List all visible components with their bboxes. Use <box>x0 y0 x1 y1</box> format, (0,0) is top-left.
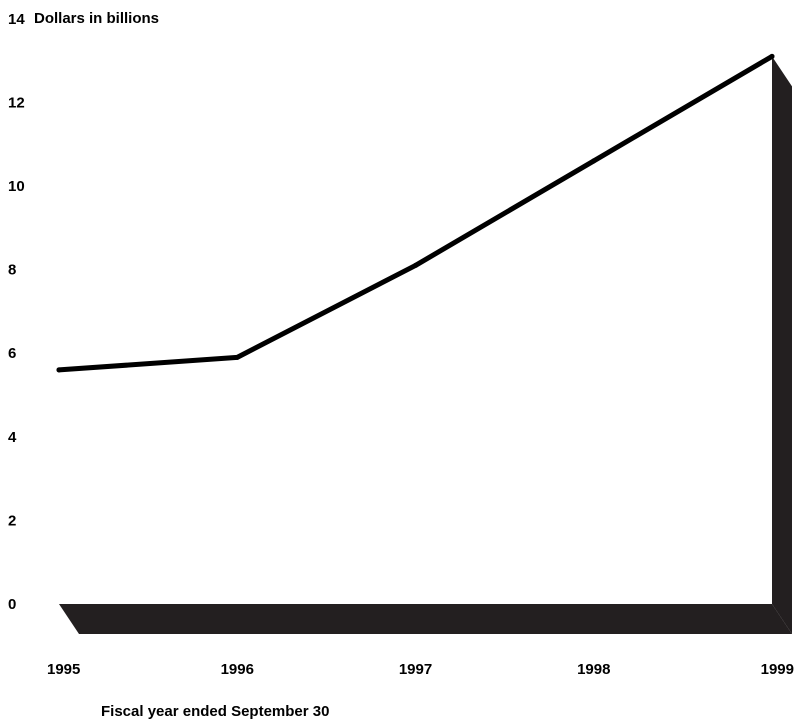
x-tick-label: 1995 <box>47 661 80 678</box>
y-tick-label: 4 <box>8 429 17 446</box>
data-point <box>234 354 240 360</box>
x-tick-label: 1999 <box>761 661 794 678</box>
series-line-group <box>56 53 775 373</box>
data-point <box>591 158 597 164</box>
x-tick-label: 1997 <box>399 661 432 678</box>
series-line <box>56 53 775 373</box>
y-tick-label: 14 <box>8 11 25 28</box>
shadow-floor <box>59 604 792 634</box>
y-tick-label: 0 <box>8 596 16 613</box>
x-axis-label: Fiscal year ended September 30 <box>101 703 329 720</box>
y-tick-label: 6 <box>8 345 16 362</box>
y-axis-unit-label: Dollars in billions <box>34 10 159 27</box>
y-tick-label: 12 <box>8 94 25 111</box>
x-tick-label: 1996 <box>221 661 254 678</box>
y-tick-label: 2 <box>8 512 16 529</box>
y-tick-label: 10 <box>8 178 25 195</box>
data-point <box>56 367 62 373</box>
chart-3d-shadow <box>59 56 792 635</box>
shadow-wall <box>772 56 792 635</box>
y-tick-label: 8 <box>8 262 16 279</box>
x-tick-label: 1998 <box>577 661 610 678</box>
data-point <box>769 53 775 59</box>
y-axis-ticks: 0 2 4 6 8 10 12 14 <box>8 11 25 613</box>
x-axis-ticks: 1995 1996 1997 1998 1999 <box>47 661 794 678</box>
data-point <box>413 262 418 268</box>
